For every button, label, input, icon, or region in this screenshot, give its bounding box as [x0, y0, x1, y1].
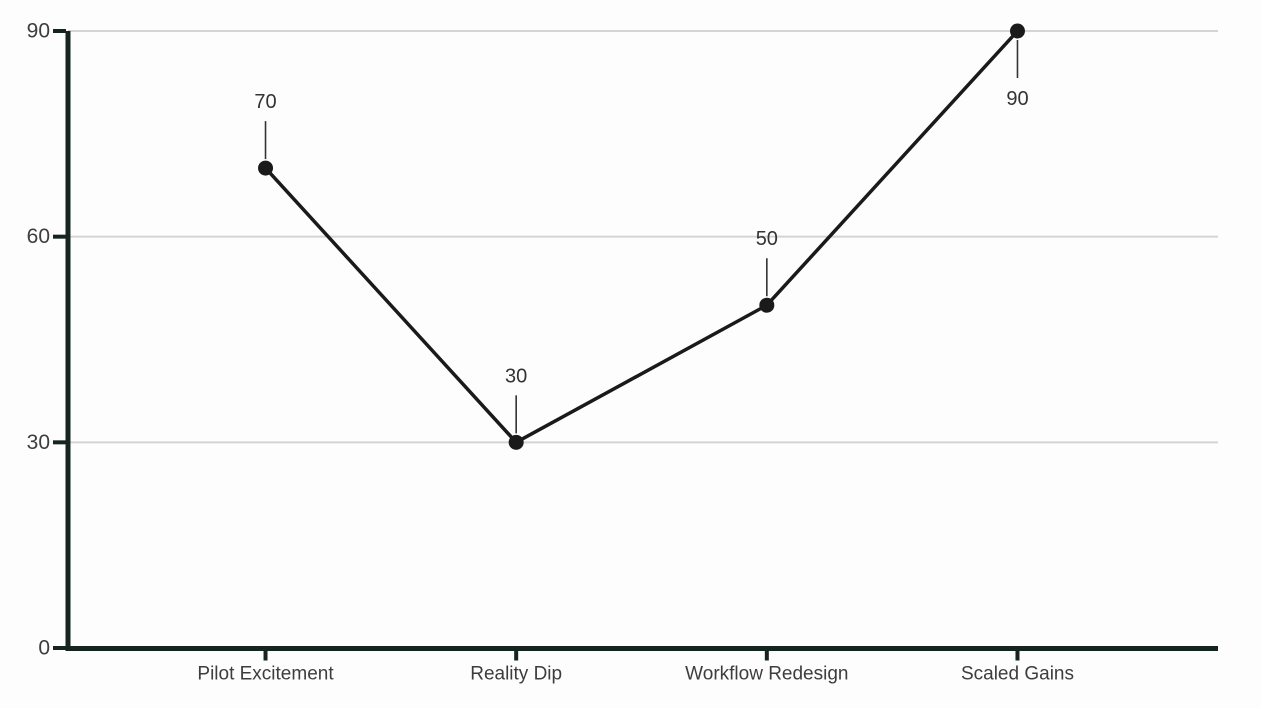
- series-line: [263, 29, 1020, 445]
- y-tick-label: 60: [27, 225, 50, 248]
- data-label: 70: [254, 91, 276, 113]
- data-point: [508, 434, 524, 450]
- category-label: Reality Dip: [470, 664, 562, 685]
- y-tick-label: 0: [38, 637, 50, 660]
- data-point: [759, 297, 775, 313]
- data-label: 30: [505, 365, 527, 387]
- category-label: Workflow Redesign: [685, 664, 848, 685]
- data-label: 50: [756, 228, 778, 250]
- y-tick-label: 30: [27, 431, 50, 454]
- category-label: Pilot Excitement: [197, 664, 334, 685]
- category-label: Scaled Gains: [961, 664, 1074, 685]
- data-point: [1009, 23, 1025, 39]
- y-tick-label: 90: [27, 20, 50, 43]
- data-label: 90: [1006, 88, 1028, 110]
- data-point: [258, 160, 274, 176]
